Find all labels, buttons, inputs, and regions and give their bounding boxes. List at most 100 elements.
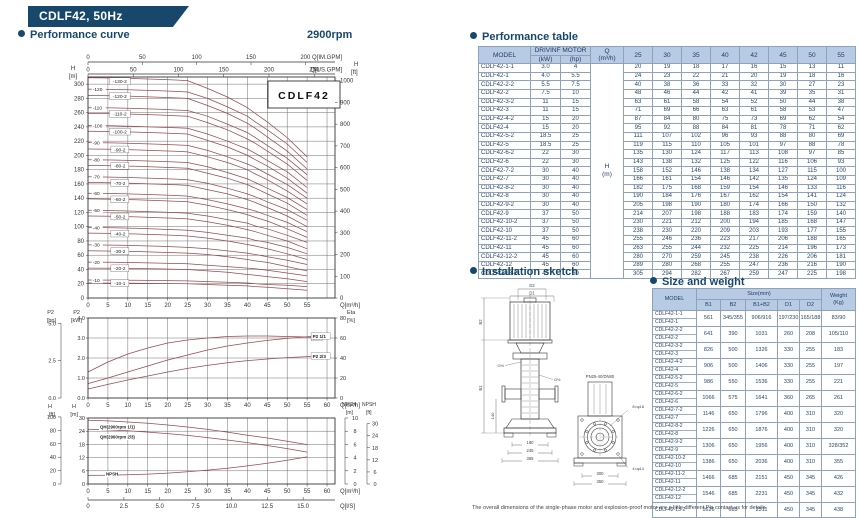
- size-table-cell: 400: [777, 406, 800, 423]
- svg-text:20: 20: [164, 403, 171, 409]
- perf-table-cell: 66: [681, 106, 712, 116]
- svg-text:5: 5: [106, 489, 110, 495]
- perf-table-cell: 60: [559, 243, 592, 254]
- column-header: 35: [681, 45, 712, 65]
- perf-table-cell: 180: [710, 200, 741, 211]
- svg-text:200: 200: [300, 55, 311, 61]
- svg-text:10: 10: [124, 403, 131, 409]
- size-table-cell: 165/188: [799, 310, 822, 327]
- size-table-cell: 208: [799, 326, 822, 343]
- svg-text:0: 0: [81, 296, 85, 302]
- perf-table-cell: 102: [681, 131, 712, 142]
- size-table-cell: 1641: [745, 390, 778, 407]
- perf-table-cell: 81: [739, 123, 770, 133]
- svg-text:45: 45: [264, 489, 271, 495]
- perf-table-cell: 159: [797, 209, 828, 219]
- size-table-cell: 500: [720, 342, 746, 359]
- size-table-cell: 906: [696, 358, 721, 375]
- perf-table-cell: 230: [623, 217, 654, 228]
- svg-text:300: 300: [340, 231, 351, 237]
- perf-table-cell: 69: [652, 106, 683, 116]
- svg-text:Eta: Eta: [347, 310, 356, 316]
- perf-table-cell: CDLF42-9-2: [478, 200, 531, 211]
- perf-table-cell: 147: [826, 217, 857, 228]
- svg-text:60: 60: [50, 442, 56, 448]
- perf-table-cell: 4.0: [530, 71, 561, 82]
- svg-text:20: 20: [77, 282, 84, 288]
- perf-table-cell: 25: [559, 140, 592, 151]
- svg-text:100: 100: [192, 55, 203, 61]
- svg-text:40: 40: [50, 455, 56, 461]
- svg-text:[m]: [m]: [346, 410, 354, 416]
- perf-table-cell: 134: [739, 166, 770, 176]
- perf-table-row: CDLF42-1-1 3.0 4 H (m) 20 19 18 17 16 15 13 11: [478, 63, 857, 280]
- svg-text:Q[US.GPM]: Q[US.GPM]: [310, 68, 342, 74]
- perf-table-cell: 214: [768, 243, 799, 254]
- svg-text:245: 245: [527, 448, 535, 453]
- svg-text:140: 140: [74, 196, 85, 202]
- section-title: Installation sketch: [482, 266, 578, 278]
- svg-text:5: 5: [106, 303, 110, 309]
- size-table-cell: 685: [720, 486, 746, 503]
- perf-table-cell: 45: [530, 243, 561, 254]
- bullet-icon: [470, 32, 477, 39]
- perf-table-cell: 122: [739, 157, 770, 168]
- perf-table-cell: 15: [768, 63, 799, 73]
- size-table-cell: 1536: [745, 374, 778, 391]
- perf-table-cell: 78: [826, 140, 857, 151]
- perf-table-cell: 247: [739, 260, 770, 271]
- perf-table-cell: 53: [797, 106, 828, 116]
- svg-text:900: 900: [340, 100, 351, 106]
- perf-table-cell: CDLF42-2: [478, 88, 531, 99]
- perf-table-cell: 107: [652, 131, 683, 142]
- perf-table-cell: 30: [530, 166, 561, 176]
- perf-table-cell: 21: [710, 71, 741, 82]
- svg-text:P2 1/1: P2 1/1: [313, 334, 327, 339]
- perf-table-cell: 40: [559, 166, 592, 176]
- svg-text:40: 40: [340, 356, 346, 362]
- perf-table-cell: 238: [739, 252, 770, 262]
- size-table-cell: 345/355: [720, 310, 746, 327]
- perf-table-row: CDLF42-9 37 50 214 207 198 188 183 174 159 140: [478, 209, 857, 219]
- svg-text:365: 365: [527, 456, 535, 461]
- svg-text:Q[m³/h]: Q[m³/h]: [340, 489, 360, 495]
- section-heading-performance-table: Performance table: [470, 31, 578, 43]
- perf-table-cell: 13: [797, 63, 828, 73]
- svg-text:5.0: 5.0: [156, 504, 165, 510]
- perf-table-cell: 54: [826, 114, 857, 125]
- svg-text:-90-2: -90-2: [114, 147, 126, 153]
- size-table-row: CDLF42-13-2 1626 685 2311 450 345 438: [652, 502, 856, 518]
- perf-table-cell: 193: [768, 226, 799, 237]
- perf-table-cell: 40: [623, 80, 654, 90]
- perf-table-cell: 280: [652, 260, 683, 271]
- perf-table-row: CDLF42-10-2 37 50 230 221 212 200 194 185 168 147: [478, 217, 857, 228]
- size-table-cell: 1146: [696, 406, 721, 423]
- perf-table-cell: 138: [710, 166, 741, 176]
- perf-table-cell: 188: [710, 209, 741, 219]
- perf-table-cell: 95: [623, 123, 654, 133]
- svg-text:4×φ14: 4×φ14: [632, 466, 644, 471]
- svg-text:[m]: [m]: [70, 412, 78, 418]
- size-table-cell: 1796: [745, 406, 778, 423]
- perf-table-cell: 23: [652, 71, 683, 82]
- svg-text:25: 25: [184, 303, 191, 309]
- perf-table-cell: 124: [826, 192, 857, 202]
- perf-table-cell: 73: [739, 114, 770, 125]
- section-title: Performance curve: [30, 29, 130, 41]
- svg-text:55: 55: [304, 403, 311, 409]
- size-table-cell: 685: [720, 470, 746, 487]
- svg-text:QH(2900rpm 2/3): QH(2900rpm 2/3): [100, 435, 135, 440]
- perf-table-cell: 181: [826, 252, 857, 262]
- perf-table-cell: 47: [826, 106, 857, 116]
- perf-table-cell: 84: [710, 123, 741, 133]
- svg-text:-40: -40: [93, 225, 100, 231]
- svg-text:10: 10: [352, 416, 358, 422]
- svg-text:QH(2900rpm 1/1): QH(2900rpm 1/1): [100, 425, 135, 430]
- perf-table-cell: 225: [739, 243, 770, 254]
- svg-text:40: 40: [77, 267, 84, 273]
- svg-text:[hp]: [hp]: [47, 318, 57, 324]
- perf-table-cell: 71: [797, 123, 828, 133]
- perf-table-row: CDLF42-12-2 45 60 280 270 259 245 238 226 206 181: [478, 252, 857, 262]
- perf-table-cell: 124: [681, 149, 712, 159]
- perf-table-cell: 37: [530, 217, 561, 228]
